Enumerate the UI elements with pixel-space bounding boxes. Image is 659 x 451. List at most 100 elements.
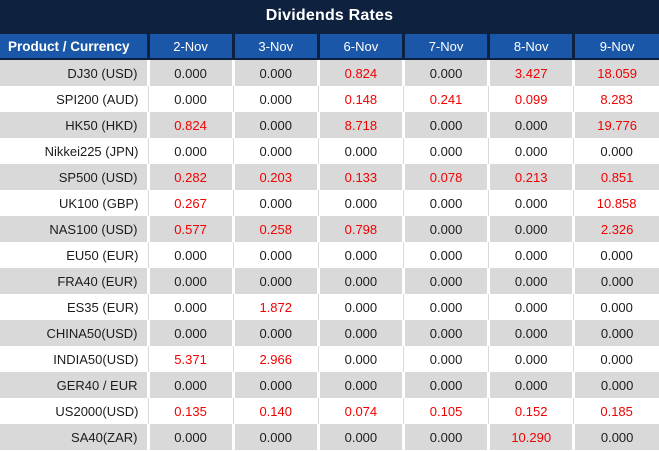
value-cell: 0.000 [488,190,574,216]
table-row: CHINA50(USD) 0.000 0.000 0.000 0.000 0.000 0.0… [0,320,659,346]
value-cell: 0.000 [146,372,234,398]
product-cell: HK50 (HKD) [0,112,148,138]
value-cell: 0.000 [146,424,234,450]
value-cell: 0.000 [231,372,319,398]
value-cell: 0.000 [316,268,404,294]
value-cell: 0.000 [231,268,319,294]
value-cell: 0.000 [573,242,659,268]
product-cell: NAS100 (USD) [0,216,148,242]
value-cell: 0.105 [402,398,489,424]
column-header-date: 2-Nov [146,31,234,60]
value-cell: 10.290 [487,424,574,450]
value-cell: 2.966 [232,346,319,372]
product-cell: UK100 (GBP) [0,190,148,216]
column-header-date: 7-Nov [401,31,489,60]
value-cell: 0.000 [487,320,574,346]
value-cell: 0.213 [487,164,574,190]
table-row: ES35 (EUR) 0.000 1.872 0.000 0.000 0.000 0.000 [0,294,659,320]
product-cell: INDIA50(USD) [0,346,148,372]
value-cell: 0.152 [488,398,574,424]
value-cell: 0.000 [147,138,234,164]
value-cell: 0.074 [317,398,404,424]
product-cell: GER40 / EUR [0,372,148,398]
value-cell: 0.000 [146,268,234,294]
value-cell: 0.000 [232,138,319,164]
value-cell: 0.000 [402,190,489,216]
value-cell: 0.267 [147,190,234,216]
product-cell: SA40(ZAR) [0,424,148,450]
value-cell: 0.000 [572,268,659,294]
table-row: SP500 (USD) 0.282 0.203 0.133 0.078 0.213 0.85… [0,164,659,190]
value-cell: 0.000 [147,242,234,268]
value-cell: 0.000 [316,320,404,346]
table-row: Nikkei225 (JPN) 0.000 0.000 0.000 0.000 0.000… [0,138,659,164]
table-row: FRA40 (EUR) 0.000 0.000 0.000 0.000 0.000 0.00… [0,268,659,294]
value-cell: 0.000 [401,424,489,450]
value-cell: 0.000 [402,138,489,164]
value-cell: 0.000 [401,112,489,138]
product-cell: SPI200 (AUD) [0,86,148,112]
value-cell: 0.000 [147,86,234,112]
value-cell: 0.078 [401,164,489,190]
value-cell: 0.000 [488,294,574,320]
value-cell: 0.000 [573,346,659,372]
value-cell: 0.000 [232,86,319,112]
table-row: EU50 (EUR) 0.000 0.000 0.000 0.000 0.000 0.000 [0,242,659,268]
value-cell: 0.000 [487,216,574,242]
value-cell: 0.000 [232,190,319,216]
table-row: GER40 / EUR 0.000 0.000 0.000 0.000 0.000 0.00… [0,372,659,398]
value-cell: 0.000 [487,268,574,294]
value-cell: 0.000 [231,59,319,86]
column-header-date: 8-Nov [487,31,574,60]
value-cell: 0.000 [317,346,404,372]
value-cell: 0.000 [316,372,404,398]
value-cell: 0.000 [147,294,234,320]
value-cell: 0.140 [232,398,319,424]
value-cell: 0.000 [401,372,489,398]
value-cell: 0.185 [573,398,659,424]
product-cell: Nikkei225 (JPN) [0,138,148,164]
value-cell: 18.059 [572,59,659,86]
value-cell: 0.000 [487,112,574,138]
product-cell: EU50 (EUR) [0,242,148,268]
product-cell: SP500 (USD) [0,164,148,190]
value-cell: 0.000 [572,320,659,346]
product-cell: US2000(USD) [0,398,148,424]
value-cell: 0.133 [316,164,404,190]
value-cell: 0.000 [401,216,489,242]
product-cell: CHINA50(USD) [0,320,148,346]
value-cell: 0.824 [316,59,404,86]
value-cell: 0.148 [317,86,404,112]
value-cell: 0.099 [488,86,574,112]
value-cell: 8.718 [316,112,404,138]
value-cell: 0.000 [488,138,574,164]
value-cell: 0.798 [316,216,404,242]
column-header-date: 6-Nov [316,31,404,60]
value-cell: 0.577 [146,216,234,242]
column-header-date: 9-Nov [572,31,659,60]
value-cell: 0.000 [401,320,489,346]
value-cell: 0.000 [317,294,404,320]
value-cell: 0.282 [146,164,234,190]
value-cell: 0.000 [488,346,574,372]
column-header-product: Product / Currency [0,31,148,60]
value-cell: 0.258 [231,216,319,242]
value-cell: 1.872 [232,294,319,320]
title-bar: Dividends Rates [0,0,659,31]
value-cell: 0.000 [317,190,404,216]
value-cell: 0.824 [146,112,234,138]
value-cell: 2.326 [572,216,659,242]
value-cell: 0.000 [231,320,319,346]
table-row: SPI200 (AUD) 0.000 0.000 0.148 0.241 0.099 8.2… [0,86,659,112]
table-row: NAS100 (USD) 0.577 0.258 0.798 0.000 0.000 2.3… [0,216,659,242]
value-cell: 0.000 [402,346,489,372]
value-cell: 8.283 [573,86,659,112]
value-cell: 0.000 [317,138,404,164]
table-row: DJ30 (USD) 0.000 0.000 0.824 0.000 3.427 18.05… [0,59,659,86]
table-header-row: Product / Currency 2-Nov 3-Nov 6-Nov 7-Nov 8… [0,31,659,60]
value-cell: 19.776 [572,112,659,138]
value-cell: 0.000 [316,424,404,450]
value-cell: 0.851 [572,164,659,190]
value-cell: 0.000 [231,424,319,450]
